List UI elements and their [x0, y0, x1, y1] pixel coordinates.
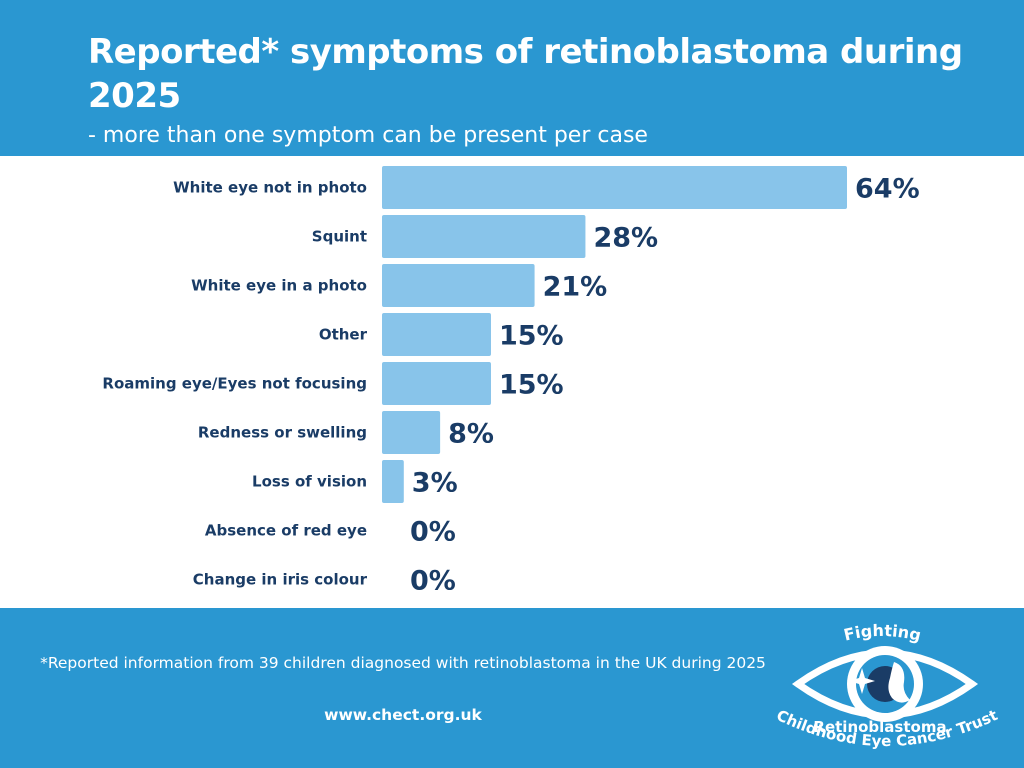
category-label: Loss of vision — [252, 473, 367, 491]
bar-chart-svg: White eye not in photo 64% Squint 28% White … — [102, 166, 920, 597]
value-label: 3% — [412, 468, 458, 499]
bar — [382, 264, 535, 307]
website-link[interactable]: www.chect.org.uk — [324, 706, 482, 724]
bar — [382, 362, 491, 405]
logo-middle-text: Retinoblastoma — [813, 718, 946, 736]
category-label: Other — [319, 326, 368, 344]
header-banner: Reported* symptoms of retinoblastoma dur… — [0, 0, 1024, 156]
value-label: 15% — [499, 370, 564, 401]
value-label: 0% — [410, 517, 456, 548]
footnote: *Reported information from 39 children d… — [40, 654, 766, 672]
category-label: Change in iris colour — [193, 571, 368, 589]
category-label: Roaming eye/Eyes not focusing — [102, 375, 367, 393]
value-label: 8% — [448, 419, 494, 450]
footer-banner: *Reported information from 39 children d… — [0, 608, 1024, 768]
category-label: Redness or swelling — [198, 424, 367, 442]
logo-top-text: Fighting — [842, 621, 923, 645]
bar — [382, 460, 404, 503]
chect-logo: Fighting Retinoblastoma Childhood Eye Ca… — [774, 621, 1001, 750]
value-label: 28% — [593, 223, 658, 254]
bar — [382, 166, 847, 209]
value-label: 21% — [543, 272, 608, 303]
bar — [382, 411, 441, 454]
bar — [382, 313, 491, 356]
bar — [382, 215, 586, 258]
category-label: Squint — [312, 228, 367, 246]
chart-subtitle: - more than one symptom can be present p… — [88, 123, 648, 148]
chart-title: Reported* symptoms of retinoblastoma dur… — [88, 32, 963, 116]
value-label: 0% — [410, 566, 456, 597]
bar-chart: White eye not in photo 64% Squint 28% White … — [0, 156, 1024, 608]
category-label: White eye not in photo — [173, 179, 367, 197]
category-label: White eye in a photo — [191, 277, 367, 295]
value-label: 64% — [855, 174, 920, 205]
eye-icon — [791, 646, 979, 722]
category-label: Absence of red eye — [205, 522, 367, 540]
value-label: 15% — [499, 321, 564, 352]
